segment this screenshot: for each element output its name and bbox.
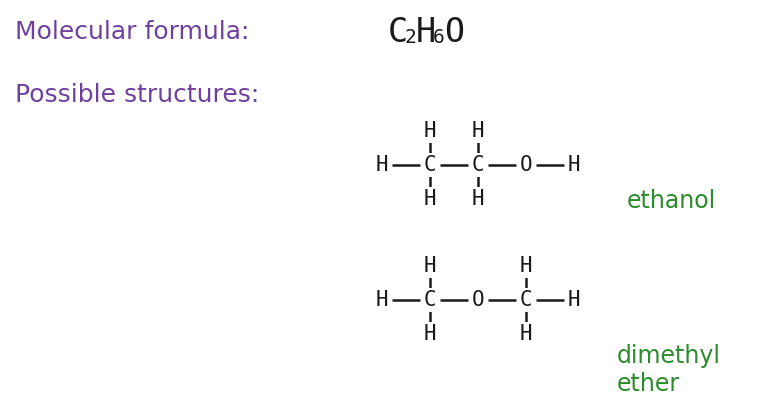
Text: O: O — [520, 155, 532, 175]
Text: dimethyl
ether: dimethyl ether — [617, 344, 721, 396]
Text: O: O — [472, 290, 485, 310]
Text: H: H — [424, 121, 436, 141]
Text: H: H — [472, 189, 485, 209]
Text: H: H — [520, 324, 532, 344]
Text: H: H — [376, 155, 389, 175]
Text: C: C — [520, 290, 532, 310]
Text: C: C — [424, 290, 436, 310]
Text: H: H — [424, 256, 436, 276]
Text: 2: 2 — [405, 28, 417, 47]
Text: Possible structures:: Possible structures: — [15, 83, 260, 107]
Text: H: H — [568, 155, 581, 175]
Text: C: C — [472, 155, 485, 175]
Text: C: C — [388, 16, 408, 49]
Text: ethanol: ethanol — [627, 189, 717, 213]
Text: H: H — [520, 256, 532, 276]
Text: H: H — [424, 189, 436, 209]
Text: H: H — [472, 121, 485, 141]
Text: H: H — [424, 324, 436, 344]
Text: H: H — [416, 16, 436, 49]
Text: C: C — [424, 155, 436, 175]
Text: 6: 6 — [433, 28, 445, 47]
Text: H: H — [376, 290, 389, 310]
Text: H: H — [568, 290, 581, 310]
Text: O: O — [444, 16, 464, 49]
Text: Molecular formula:: Molecular formula: — [15, 20, 250, 44]
